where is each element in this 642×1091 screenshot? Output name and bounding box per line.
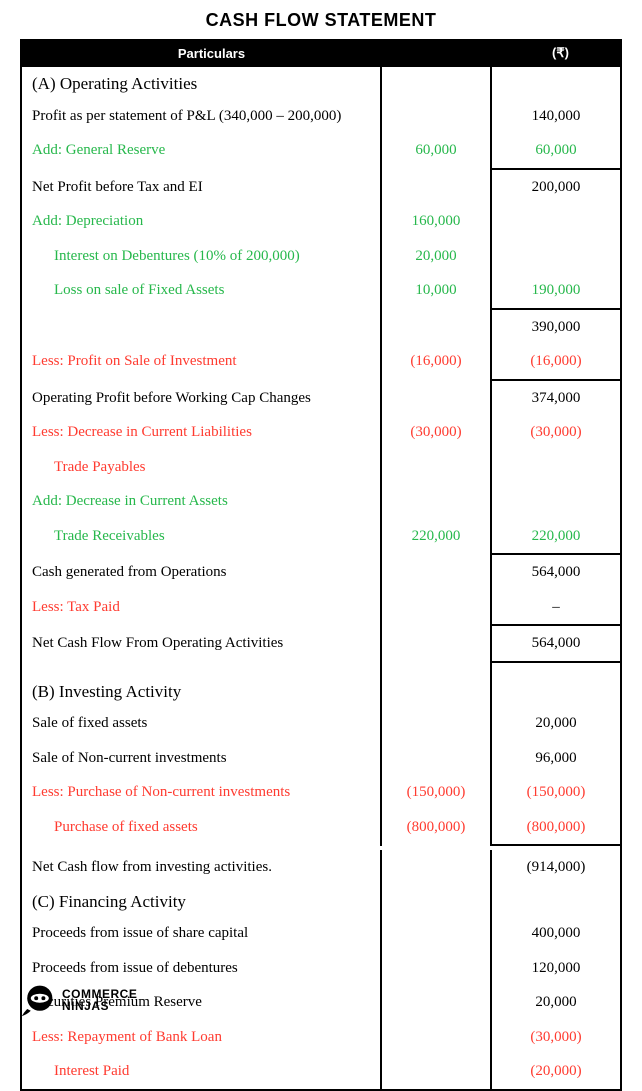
row-less-tax: Less: Tax Paid [22, 590, 382, 627]
amt-less-purch-inv: (150,000) [492, 775, 620, 810]
amt-less-tax: – [492, 590, 620, 627]
mid-trade-rec: 220,000 [382, 519, 492, 556]
amt-less-dec-cl: (30,000) [492, 415, 620, 450]
row-cash-ops: Cash generated from Operations [22, 555, 382, 590]
page-title: CASH FLOW STATEMENT [20, 10, 622, 31]
section-c-head: (C) Financing Activity [22, 885, 382, 917]
amt-net-op: 564,000 [492, 626, 620, 663]
amt-profit-pl: 140,000 [492, 99, 620, 134]
brand-logo: COMMERCE NINJAS [20, 982, 137, 1018]
mid-int-deb: 20,000 [382, 239, 492, 274]
row-sale-fa: Sale of fixed assets [22, 706, 382, 741]
amt-trade-rec: 220,000 [492, 519, 620, 556]
mid-less-profit-inv: (16,000) [382, 344, 492, 381]
amt-sale-fa: 20,000 [492, 706, 620, 741]
amt-proc-deb: 120,000 [492, 951, 620, 986]
amt-sale-inv: 96,000 [492, 741, 620, 776]
row-int-paid: Interest Paid [22, 1054, 382, 1089]
row-proc-deb: Proceeds from issue of debentures [22, 951, 382, 986]
amt-cash-ops: 564,000 [492, 555, 620, 590]
amt-less-profit-inv: (16,000) [492, 344, 620, 381]
header-particulars: Particulars [21, 40, 401, 66]
section-a-head: (A) Operating Activities [22, 67, 382, 99]
row-add-gr: Add: General Reserve [22, 133, 382, 170]
amt-add-gr: 60,000 [492, 133, 620, 170]
mid-less-purch-inv: (150,000) [382, 775, 492, 810]
amt-net-inv: (914,000) [492, 850, 620, 885]
row-net-inv: Net Cash flow from investing activities. [22, 850, 382, 885]
row-net-profit-ei: Net Profit before Tax and EI [22, 170, 382, 205]
ninja-icon [20, 982, 56, 1018]
mid-purch-fa: (800,000) [382, 810, 492, 847]
row-proc-share: Proceeds from issue of share capital [22, 916, 382, 951]
mid-loss-fa: 10,000 [382, 273, 492, 310]
amt-int-paid: (20,000) [492, 1054, 620, 1089]
row-trade-pay: Trade Payables [22, 450, 382, 485]
row-trade-rec: Trade Receivables [22, 519, 382, 556]
amt-op-profit-wc: 374,000 [492, 381, 620, 416]
amt-net-profit-ei: 200,000 [492, 170, 620, 205]
row-int-deb: Interest on Debentures (10% of 200,000) [22, 239, 382, 274]
header-blank [401, 40, 501, 66]
amt-390: 390,000 [492, 310, 620, 345]
logo-line2: NINJAS [62, 1000, 137, 1012]
row-add-dep: Add: Depreciation [22, 204, 382, 239]
row-purch-fa: Purchase of fixed assets [22, 810, 382, 847]
mid-add-gr: 60,000 [382, 133, 492, 170]
table-header: Particulars (₹) [21, 40, 621, 66]
row-op-profit-wc: Operating Profit before Working Cap Chan… [22, 381, 382, 416]
row-profit-pl: Profit as per statement of P&L (340,000 … [22, 99, 382, 134]
row-less-dec-cl: Less: Decrease in Current Liabilities [22, 415, 382, 450]
amt-sec-prem: 20,000 [492, 985, 620, 1020]
amt-purch-fa: (800,000) [492, 810, 620, 847]
cashflow-table: Particulars (₹) [20, 39, 622, 67]
row-add-dec-ca: Add: Decrease in Current Assets [22, 484, 382, 519]
row-sale-inv: Sale of Non-current investments [22, 741, 382, 776]
mid-add-dep: 160,000 [382, 204, 492, 239]
amt-addback: 190,000 [492, 273, 620, 310]
amt-proc-share: 400,000 [492, 916, 620, 951]
row-less-loan: Less: Repayment of Bank Loan [22, 1020, 382, 1055]
row-net-op: Net Cash Flow From Operating Activities [22, 626, 382, 663]
header-rupee: (₹) [501, 40, 621, 66]
section-b-head: (B) Investing Activity [22, 675, 382, 707]
row-less-profit-inv: Less: Profit on Sale of Investment [22, 344, 382, 381]
mid-less-dec-cl: (30,000) [382, 415, 492, 450]
amt-less-loan: (30,000) [492, 1020, 620, 1055]
row-less-purch-inv: Less: Purchase of Non-current investment… [22, 775, 382, 810]
row-loss-fa: Loss on sale of Fixed Assets [22, 273, 382, 310]
